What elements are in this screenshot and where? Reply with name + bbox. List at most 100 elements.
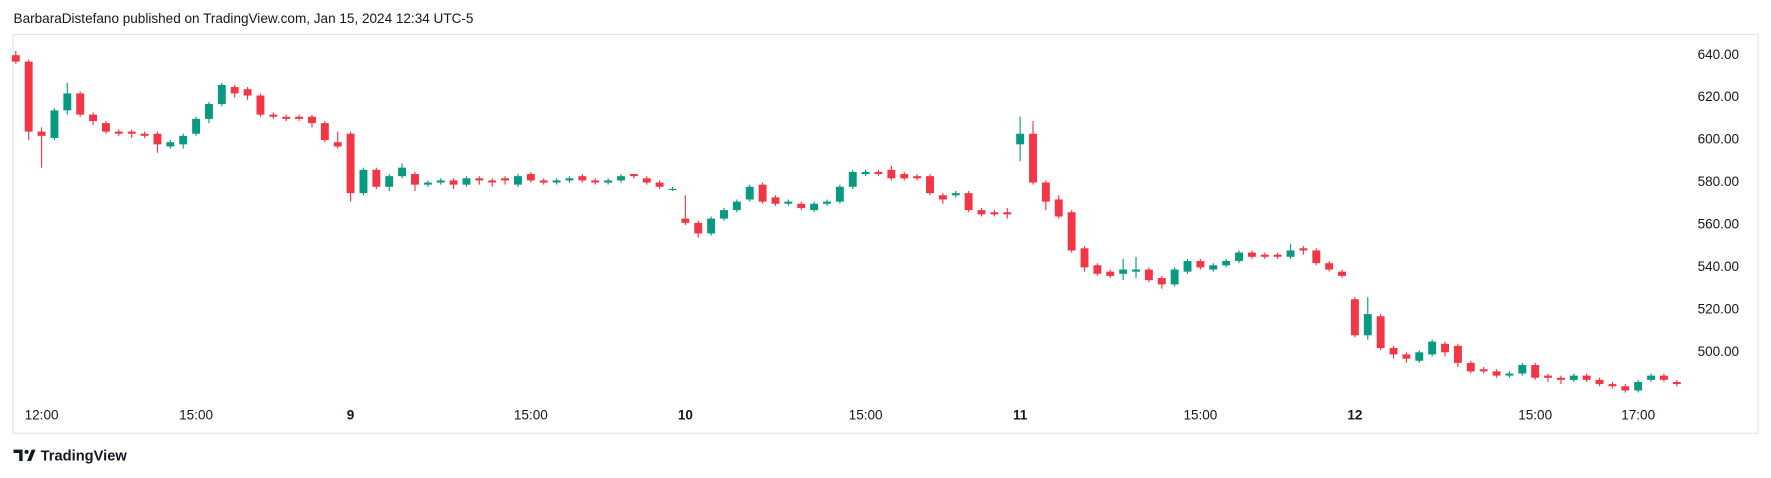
candle: [37, 127, 46, 168]
candle: [192, 116, 201, 136]
candle: [1492, 369, 1501, 378]
candle-body: [1338, 271, 1346, 276]
x-tick-label: 15:00: [179, 407, 213, 422]
x-tick-label: 15:00: [514, 407, 548, 422]
y-tick-label: 500.00: [1698, 344, 1739, 359]
candle: [1247, 250, 1256, 259]
candle: [1209, 263, 1218, 272]
candle-body: [720, 210, 728, 219]
x-tick-label: 12:00: [25, 407, 59, 422]
candle-body: [1106, 271, 1115, 276]
candle: [784, 199, 793, 206]
candle-body: [1183, 261, 1192, 272]
y-tick-label: 640.00: [1698, 47, 1739, 62]
candle: [642, 176, 651, 185]
candle: [926, 174, 934, 196]
candle-body: [1247, 252, 1256, 257]
candle: [668, 186, 677, 192]
candle-body: [1273, 254, 1282, 257]
candle-body: [514, 176, 522, 185]
candle-body: [565, 178, 574, 181]
candle: [861, 169, 870, 177]
candle: [1505, 371, 1514, 378]
candle-body: [333, 142, 342, 147]
candle: [604, 178, 613, 185]
candle-body: [166, 142, 175, 147]
candle: [1544, 373, 1552, 382]
candle: [887, 165, 896, 181]
candle-body: [1479, 369, 1488, 372]
candle: [166, 140, 175, 149]
candle: [1453, 343, 1462, 368]
candle: [1569, 373, 1578, 382]
candle-body: [372, 169, 381, 187]
candle-body: [1222, 261, 1231, 266]
candle-body: [282, 116, 291, 119]
candle: [89, 112, 98, 126]
candle-body: [1621, 386, 1630, 391]
candle: [835, 184, 844, 204]
x-tick-label: 15:00: [1518, 407, 1552, 422]
candle: [1119, 258, 1128, 281]
candle: [1608, 381, 1617, 389]
candle: [938, 193, 947, 204]
candle-body: [1453, 345, 1462, 363]
candle-body: [1556, 377, 1565, 380]
candle-body: [1569, 375, 1578, 380]
candle-body: [1235, 252, 1243, 262]
candle: [823, 199, 831, 206]
candle-body: [1647, 375, 1656, 380]
candle: [488, 178, 497, 187]
candle: [385, 174, 394, 192]
candle-body: [578, 176, 587, 181]
candle: [990, 210, 999, 217]
candle: [1441, 341, 1449, 357]
candle-body: [655, 182, 664, 187]
candle: [346, 131, 355, 202]
candle: [1428, 339, 1437, 357]
candle-body: [629, 174, 638, 177]
candle: [797, 201, 806, 211]
candle-body: [359, 169, 368, 194]
candle-body: [861, 171, 870, 175]
candle-body: [398, 167, 407, 177]
candle: [140, 131, 149, 138]
candle-body: [964, 193, 973, 211]
candle: [977, 207, 986, 217]
candle: [1595, 377, 1604, 387]
candle: [411, 171, 419, 192]
candle-body: [320, 123, 329, 141]
candle-body: [192, 118, 201, 134]
candle: [565, 176, 574, 183]
candle-body: [11, 55, 20, 62]
candle: [282, 114, 291, 121]
y-tick-label: 540.00: [1698, 259, 1739, 274]
candle-body: [900, 174, 909, 179]
candle: [11, 50, 20, 64]
candle-body: [1634, 381, 1643, 391]
candle: [720, 207, 728, 221]
candle: [1106, 269, 1115, 279]
candle: [359, 167, 368, 196]
candle-body: [411, 174, 419, 185]
candle-body: [1093, 265, 1102, 274]
candle-body: [101, 123, 110, 132]
candle-body: [1299, 248, 1308, 251]
candle: [1029, 120, 1037, 185]
candle-body: [1441, 343, 1449, 353]
candle-body: [436, 180, 445, 183]
x-tick-label: 15:00: [849, 407, 883, 422]
candle: [552, 178, 561, 185]
y-tick-label: 600.00: [1698, 132, 1739, 147]
candle-body: [604, 180, 613, 183]
candle: [63, 82, 72, 115]
candle: [1196, 258, 1205, 270]
candle: [1080, 246, 1089, 272]
candle-body: [1170, 269, 1179, 285]
candle: [1376, 314, 1385, 351]
candle-body: [1363, 314, 1372, 336]
candle: [333, 131, 342, 149]
candle: [217, 82, 226, 107]
